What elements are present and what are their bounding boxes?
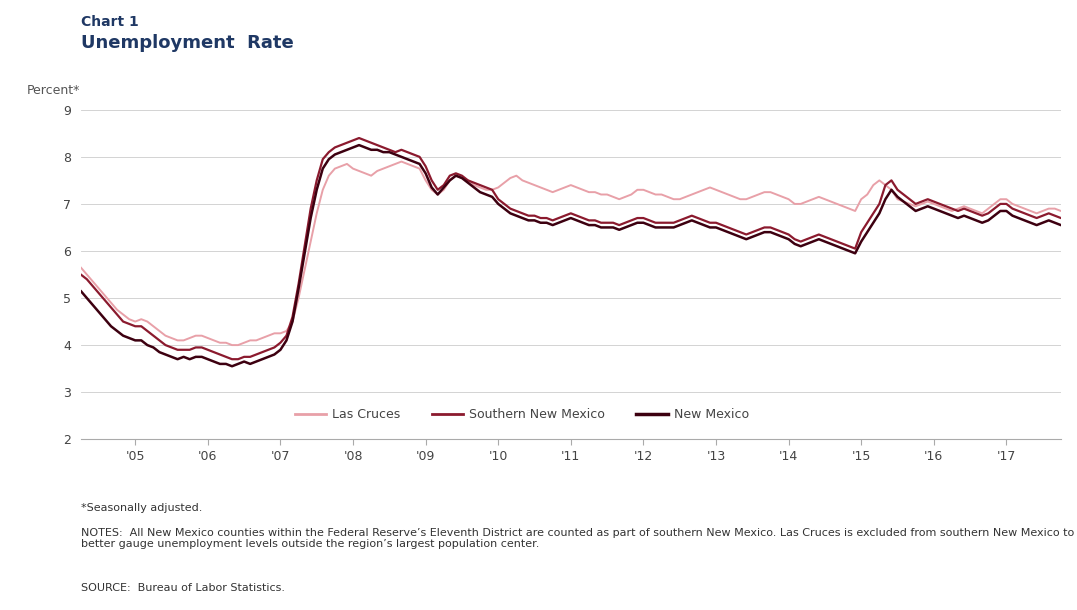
New Mexico [546, 221, 559, 229]
Legend: Las Cruces, Southern New Mexico, New Mexico: Las Cruces, Southern New Mexico, New Mex… [290, 403, 754, 426]
Las Cruces [794, 200, 807, 207]
New Mexico [56, 273, 69, 281]
New Mexico [195, 353, 208, 361]
Southern New Mexico [728, 226, 741, 234]
Text: Unemployment  Rate: Unemployment Rate [81, 34, 294, 52]
Southern New Mexico [195, 344, 208, 351]
Southern New Mexico [56, 257, 69, 264]
New Mexico [352, 142, 365, 149]
New Mexico [794, 243, 807, 250]
Las Cruces [395, 158, 408, 165]
Las Cruces [728, 193, 741, 201]
Line: New Mexico: New Mexico [62, 145, 1077, 366]
Las Cruces [534, 184, 547, 191]
New Mexico [728, 231, 741, 238]
Southern New Mexico [794, 238, 807, 245]
New Mexico [225, 362, 238, 370]
Text: NOTES:  All New Mexico counties within the Federal Reserve’s Eleventh District a: NOTES: All New Mexico counties within th… [81, 528, 1074, 549]
Las Cruces [649, 191, 662, 198]
Text: SOURCE:  Bureau of Labor Statistics.: SOURCE: Bureau of Labor Statistics. [81, 583, 284, 592]
Las Cruces [225, 342, 238, 349]
New Mexico [534, 219, 547, 226]
Text: *Seasonally adjusted.: *Seasonally adjusted. [81, 503, 202, 513]
Las Cruces [56, 249, 69, 257]
New Mexico [649, 224, 662, 231]
Line: Southern New Mexico: Southern New Mexico [62, 138, 1077, 359]
Las Cruces [195, 332, 208, 339]
Southern New Mexico [225, 356, 238, 363]
Southern New Mexico [534, 214, 547, 221]
Las Cruces [546, 188, 559, 196]
Text: Percent*: Percent* [27, 84, 81, 96]
Southern New Mexico [649, 219, 662, 226]
Southern New Mexico [546, 217, 559, 224]
Southern New Mexico [352, 134, 365, 142]
Text: Chart 1: Chart 1 [81, 15, 139, 29]
Line: Las Cruces: Las Cruces [62, 162, 1077, 345]
